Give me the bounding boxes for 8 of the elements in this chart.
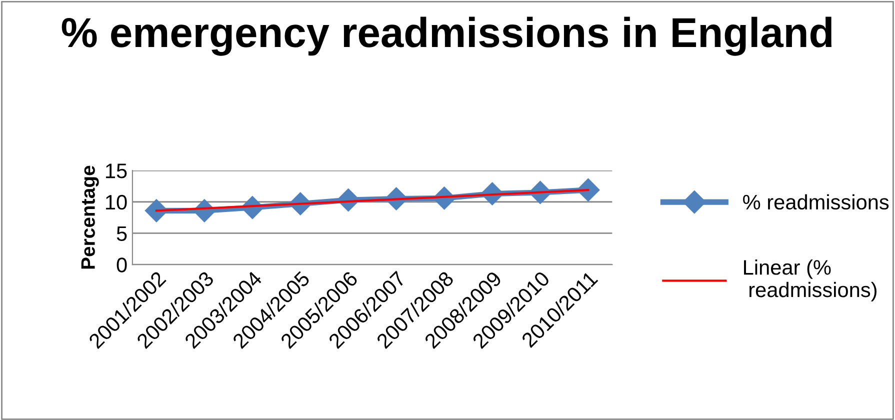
- y-tick-label: 0: [116, 258, 127, 272]
- legend-label: Linear (% readmissions): [744, 259, 876, 302]
- y-axis-title: Percentage: [81, 166, 99, 269]
- y-tick-label: 15: [106, 164, 127, 178]
- legend-label: % readmissions: [743, 194, 889, 210]
- y-tick-label: 10: [106, 194, 127, 210]
- chart-title: % emergency readmissions in England: [62, 16, 832, 56]
- y-tick-label: 5: [116, 226, 127, 241]
